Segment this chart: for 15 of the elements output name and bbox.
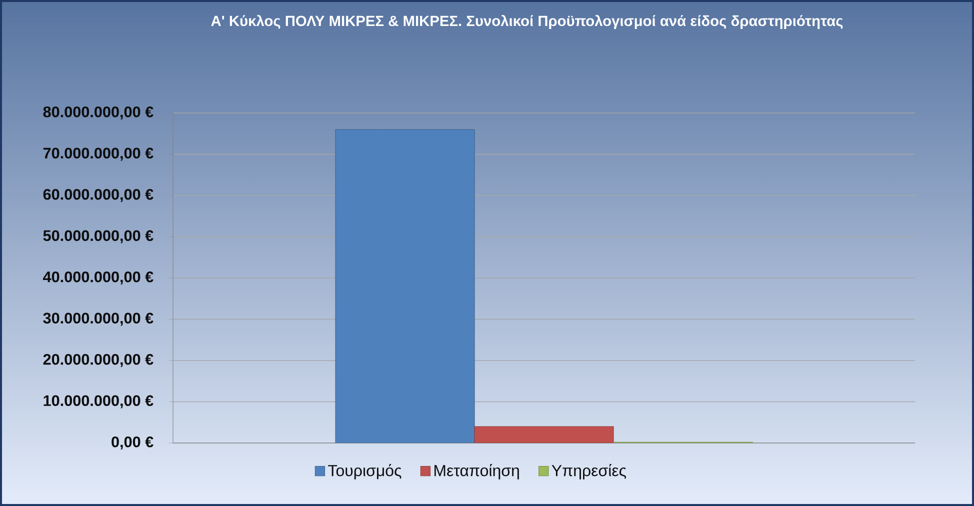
chart-title: Α' Κύκλος ΠΟΛΥ ΜΙΚΡΕΣ & ΜΙΚΡΕΣ. Συνολικοί Προϋπολογισμοί ανά είδος δραστηριότητας <box>211 14 843 30</box>
y-tick-label: 30.000.000,00 € <box>43 312 154 326</box>
legend-label: Τουρισμός <box>328 464 402 480</box>
y-tick-label: 60.000.000,00 € <box>43 188 154 202</box>
y-tick-label: 70.000.000,00 € <box>43 148 154 161</box>
bar <box>474 426 614 443</box>
y-tick-label: 10.000.000,00 € <box>44 395 154 408</box>
y-tick-label: 50.000.000,00 € <box>43 230 154 244</box>
bar <box>335 129 475 443</box>
legend-label: Υπηρεσίες <box>552 464 626 480</box>
y-tick-label: 20.000.000,00 € <box>43 354 154 368</box>
y-tick-label: 0,00 € <box>112 436 154 450</box>
legend-label: Μεταποίηση <box>434 464 519 480</box>
y-tick-label: 80.000.000,00 € <box>43 106 154 120</box>
y-tick-label: 40.000.000,00 € <box>43 271 154 285</box>
